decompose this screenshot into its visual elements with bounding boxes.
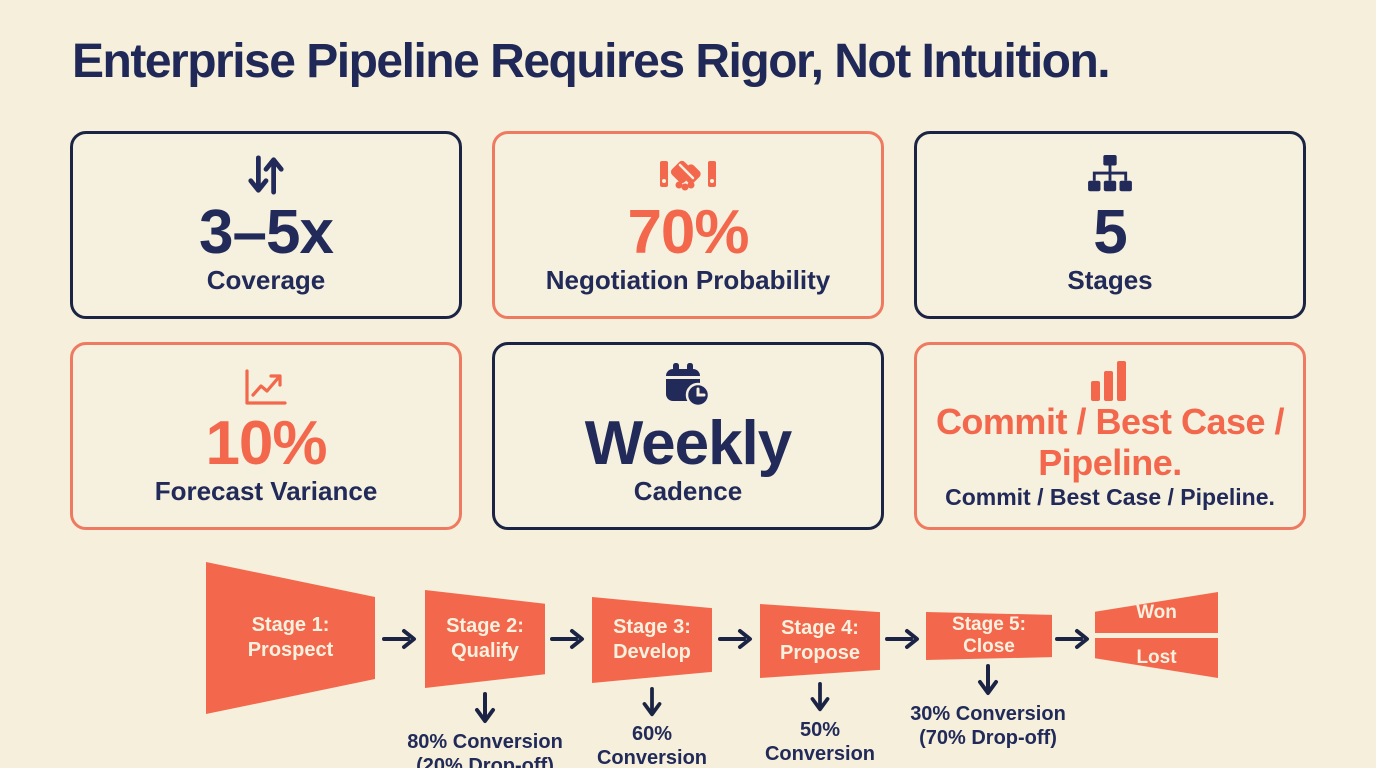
stats-grid: 3–5x Coverage 70% bbox=[70, 131, 1306, 530]
stat-card-cadence: Weekly Cadence bbox=[492, 342, 884, 530]
trend-chart-icon bbox=[243, 361, 289, 411]
right-arrow-icon bbox=[550, 629, 584, 649]
calendar-clock-icon bbox=[664, 361, 712, 411]
stat-label: Negotiation Probability bbox=[545, 265, 831, 295]
bar-chart-icon bbox=[1091, 361, 1129, 401]
pipeline-funnel: Stage 1: Prospect Stage 2: Qualify Stage… bbox=[0, 540, 1376, 768]
funnel-stage-prospect: Stage 1: Prospect bbox=[206, 562, 375, 714]
down-arrow-icon bbox=[475, 692, 495, 723]
stat-card-coverage: 3–5x Coverage bbox=[70, 131, 462, 319]
stat-value: 10% bbox=[205, 408, 327, 478]
stat-label: Stages bbox=[1067, 265, 1153, 295]
stat-label: Forecast Variance bbox=[154, 476, 378, 506]
down-arrow-icon bbox=[642, 687, 662, 717]
right-arrow-icon bbox=[382, 629, 416, 649]
funnel-stage-close: Stage 5: Close bbox=[926, 612, 1052, 660]
funnel-stage-develop: Stage 3: Develop bbox=[592, 597, 712, 683]
stat-card-commit: Commit / Best Case / Pipeline. Commit / … bbox=[914, 342, 1306, 530]
stat-value: Commit / Best Case / Pipeline. bbox=[935, 401, 1285, 484]
handshake-icon bbox=[659, 150, 717, 200]
org-chart-icon bbox=[1087, 150, 1133, 200]
stat-value: 3–5x bbox=[199, 197, 334, 267]
funnel-outcome: Won Lost bbox=[1095, 592, 1218, 678]
outcome-lost: Lost bbox=[1095, 638, 1218, 678]
right-arrow-icon bbox=[718, 629, 752, 649]
stage-label: Stage 3: Develop bbox=[613, 616, 691, 663]
funnel-stage-qualify: Stage 2: Qualify bbox=[425, 590, 545, 688]
stat-card-forecast-variance: 10% Forecast Variance bbox=[70, 342, 462, 530]
conversion-label-propose: 50% Conversion bbox=[764, 719, 876, 765]
stat-label: Commit / Best Case / Pipeline. bbox=[945, 483, 1275, 510]
stat-label: Coverage bbox=[206, 265, 326, 295]
stat-card-stages: 5 Stages bbox=[914, 131, 1306, 319]
right-arrow-icon bbox=[1055, 629, 1089, 649]
conversion-label-qualify: 80% Conversion (20% Drop-off) bbox=[407, 731, 563, 768]
down-arrow-icon bbox=[978, 664, 998, 695]
outcome-label: Won bbox=[1136, 601, 1177, 623]
outcome-label: Lost bbox=[1136, 647, 1177, 668]
stat-value: 5 bbox=[1093, 197, 1127, 267]
conversion-label-close: 30% Conversion (70% Drop-off) bbox=[910, 703, 1066, 749]
page-title: Enterprise Pipeline Requires Rigor, Not … bbox=[72, 35, 1111, 88]
right-arrow-icon bbox=[885, 629, 919, 649]
conversion-label-develop: 60% Conversion bbox=[596, 723, 708, 768]
down-arrow-icon bbox=[810, 682, 830, 712]
funnel-stage-propose: Stage 4: Propose bbox=[760, 604, 880, 678]
stage-label: Stage 1: Prospect bbox=[247, 614, 334, 661]
stat-label: Cadence bbox=[633, 476, 743, 506]
stage-label: Stage 4: Propose bbox=[779, 617, 861, 664]
stat-card-negotiation: 70% Negotiation Probability bbox=[492, 131, 884, 319]
stat-value: 70% bbox=[627, 197, 749, 267]
stat-value: Weekly bbox=[584, 408, 793, 478]
outcome-won: Won bbox=[1095, 592, 1218, 633]
stage-label: Stage 2: Qualify bbox=[446, 615, 524, 662]
stage-label: Stage 5: Close bbox=[952, 614, 1026, 657]
sort-arrows-icon bbox=[246, 150, 286, 200]
